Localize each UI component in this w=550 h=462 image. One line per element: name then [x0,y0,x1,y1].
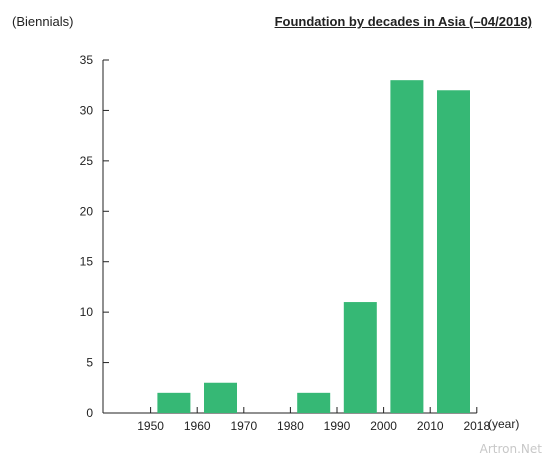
bar [204,382,237,413]
y-axis-unit-label: (Biennials) [12,14,74,29]
y-tick-label: 20 [80,204,94,218]
x-axis-unit-label: (year) [488,417,520,431]
y-tick-label: 25 [80,154,94,168]
x-tick-label: 1960 [184,419,211,433]
y-tick-label: 30 [80,103,94,117]
y-tick-label: 5 [86,356,93,370]
x-tick-label: 2010 [417,419,444,433]
x-tick-label: 1970 [230,419,257,433]
x-tick-label: 1950 [137,419,164,433]
x-tick-label: 1980 [277,419,304,433]
y-tick-label: 15 [80,255,94,269]
bar [437,90,470,413]
x-tick-label: 1990 [324,419,351,433]
y-tick-label: 0 [86,406,93,420]
bar [343,302,377,413]
chart-title: Foundation by decades in Asia (–04/2018) [274,14,532,29]
y-tick-label: 10 [80,305,94,319]
bar [157,392,191,413]
x-tick-label: 2000 [370,419,397,433]
x-tick-label: 2018 [463,419,490,433]
bar [390,80,424,414]
bar [297,392,331,413]
watermark: Artron.Net [479,442,542,456]
y-tick-label: 35 [80,53,94,67]
